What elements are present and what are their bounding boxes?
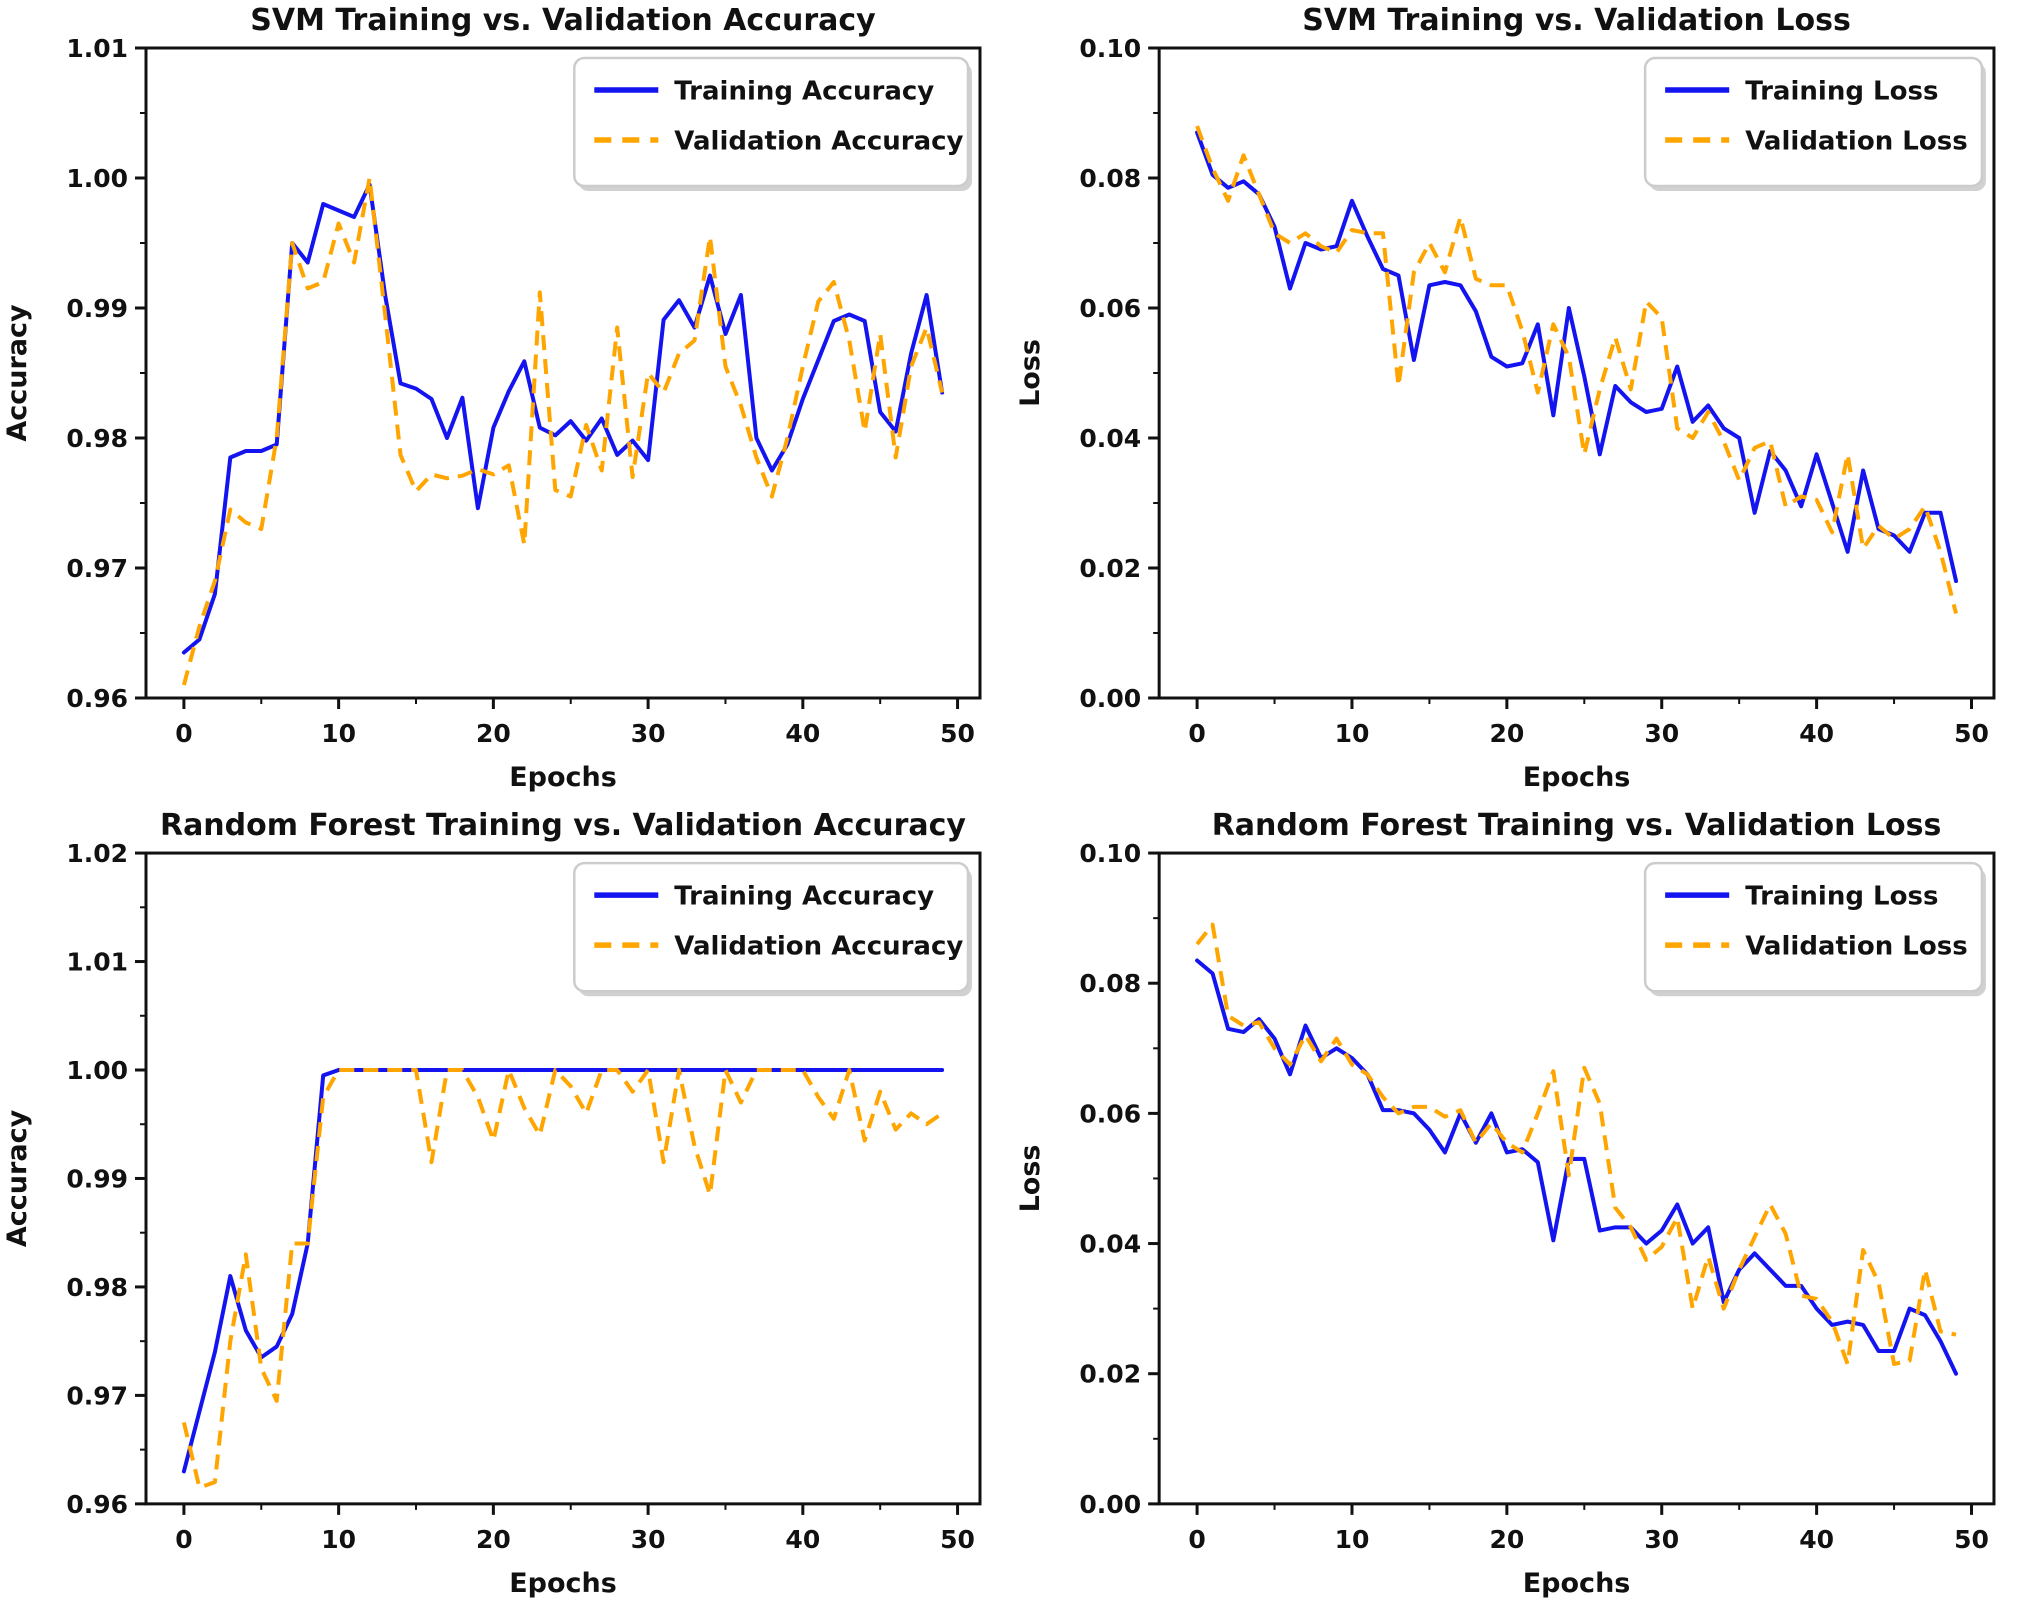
rf-accuracy-ytick-label: 0.97 [66,1381,128,1410]
legend-label: Training Loss [1745,77,1938,107]
svm-accuracy-ytick-label: 1.00 [66,164,128,193]
svm-accuracy-legend: Training Accuracy Validation Accuracy [573,56,972,191]
rf-accuracy-ylabel: Accuracy [2,1109,33,1247]
panel-rf-accuracy: Random Forest Training vs. Validation Ac… [0,805,1013,1611]
rf-loss-chart: Random Forest Training vs. Validation Lo… [1015,808,1996,1599]
legend-label: Validation Loss [1745,127,1967,157]
rf-accuracy-ytick-label: 1.02 [66,839,128,868]
rf-accuracy-xtick-label: 0 [175,1525,192,1554]
rf-loss-xlabel: Epochs [1523,1568,1631,1599]
svm-loss-xtick-label: 40 [1799,719,1834,748]
svm-accuracy-title: SVM Training vs. Validation Accuracy [250,3,876,38]
svm-loss-xtick-label: 0 [1188,719,1205,748]
svm-loss-chart: SVM Training vs. Validation Loss Loss Epoc… [1015,3,1996,793]
legend-box [573,56,970,188]
rf-accuracy-ytick-label: 0.99 [66,1164,128,1193]
svm-accuracy-ytick-label: 0.97 [66,554,128,583]
svm-accuracy-xtick-label: 50 [940,719,975,748]
svm-accuracy-chart: SVM Training vs. Validation Accuracy Accu… [2,3,982,793]
legend-label: Training Accuracy [674,882,934,912]
rf-accuracy-title: Random Forest Training vs. Validation Ac… [160,808,966,843]
svm-accuracy-xlabel: Epochs [509,762,617,793]
svm-accuracy-ytick-label: 0.96 [66,684,128,713]
svm-loss-ytick-label: 0.04 [1079,424,1141,453]
svm-loss-ytick-label: 0.08 [1079,164,1141,193]
legend-box [1643,56,1984,188]
svm-accuracy-ytick-label: 1.01 [66,34,128,63]
rf-accuracy-plot-border [144,851,982,1506]
rf-accuracy-xlabel: Epochs [509,1568,617,1599]
svm-loss-title: SVM Training vs. Validation Loss [1302,3,1851,38]
rf-accuracy-legend: Training Accuracy Validation Accuracy [573,861,972,997]
svm-loss-xtick-label: 20 [1489,719,1524,748]
rf-loss-title: Random Forest Training vs. Validation Lo… [1212,808,1942,843]
rf-loss-xtick-label: 20 [1489,1525,1524,1554]
rf-loss-legend: Training Loss Validation Loss [1643,861,1986,997]
svm-accuracy-xtick-label: 40 [785,719,820,748]
svm-accuracy-xtick-label: 20 [476,719,511,748]
svm-accuracy-training-line [181,182,945,655]
legend-label: Validation Accuracy [674,932,963,962]
rf-accuracy-xtick-label: 40 [785,1525,820,1554]
svm-loss-legend: Training Loss Validation Loss [1643,56,1986,191]
rf-accuracy-ytick-label: 1.00 [66,1056,128,1085]
svm-loss-ytick-label: 0.02 [1079,554,1141,583]
rf-loss-plot-border [1157,851,1996,1506]
svm-loss-plot-border [1157,46,1996,700]
rf-accuracy-validation-line [181,1068,944,1490]
rf-loss-ytick-label: 0.06 [1079,1099,1141,1128]
svm-accuracy-validation-line [181,176,945,686]
rf-accuracy-chart: Random Forest Training vs. Validation Ac… [2,808,982,1599]
legend-label: Training Loss [1745,882,1938,912]
rf-loss-ytick-label: 0.10 [1079,839,1141,868]
rf-loss-ytick-label: 0.08 [1079,969,1141,998]
rf-loss-xtick-label: 10 [1335,1525,1370,1554]
rf-loss-ylabel: Loss [1015,1144,1046,1212]
rf-accuracy-xtick-label: 10 [321,1525,356,1554]
svm-loss-validation-line [1195,125,1958,614]
legend-label: Validation Accuracy [674,127,963,157]
svm-accuracy-xtick-label: 30 [631,719,666,748]
rf-accuracy-ytick-label: 0.96 [66,1490,128,1519]
rf-accuracy-xtick-label: 20 [476,1525,511,1554]
svm-accuracy-xtick-label: 0 [175,719,192,748]
svm-loss-xtick-label: 10 [1335,719,1370,748]
rf-loss-validation-line [1195,922,1957,1366]
svm-accuracy-ytick-label: 0.99 [66,294,128,323]
rf-accuracy-xtick-label: 30 [631,1525,666,1554]
legend-box [573,861,970,993]
rf-loss-ytick-label: 0.00 [1079,1490,1141,1519]
rf-accuracy-ytick-label: 1.01 [66,948,128,977]
rf-loss-xtick-label: 40 [1799,1525,1834,1554]
svm-loss-xlabel: Epochs [1523,762,1631,793]
panel-rf-loss: Random Forest Training vs. Validation Lo… [1013,805,2027,1611]
svm-loss-ytick-label: 0.00 [1079,684,1141,713]
svm-loss-ytick-label: 0.10 [1079,34,1141,63]
svm-loss-ytick-label: 0.06 [1079,294,1141,323]
rf-accuracy-training-line [181,1068,945,1474]
svm-accuracy-ylabel: Accuracy [2,304,33,442]
rf-accuracy-ytick-label: 0.98 [66,1273,128,1302]
legend-label: Training Accuracy [674,77,934,107]
panel-svm-accuracy: SVM Training vs. Validation Accuracy Accu… [0,0,1013,805]
rf-accuracy-xtick-label: 50 [940,1525,975,1554]
svm-loss-ylabel: Loss [1015,339,1046,407]
svm-accuracy-xtick-label: 10 [321,719,356,748]
svm-loss-training-line [1195,130,1959,583]
rf-loss-xtick-label: 0 [1188,1525,1205,1554]
rf-loss-xtick-label: 30 [1644,1525,1679,1554]
panel-svm-loss: SVM Training vs. Validation Loss Loss Epoc… [1013,0,2027,805]
rf-loss-ytick-label: 0.02 [1079,1360,1141,1389]
rf-loss-training-line [1195,958,1959,1376]
svm-accuracy-ytick-label: 0.98 [66,424,128,453]
rf-loss-ytick-label: 0.04 [1079,1230,1141,1259]
legend-label: Validation Loss [1745,932,1967,962]
rf-loss-xtick-label: 50 [1954,1525,1989,1554]
svm-loss-xtick-label: 30 [1644,719,1679,748]
svm-accuracy-plot-border [144,46,982,700]
svm-loss-xtick-label: 50 [1954,719,1989,748]
legend-box [1643,861,1984,993]
